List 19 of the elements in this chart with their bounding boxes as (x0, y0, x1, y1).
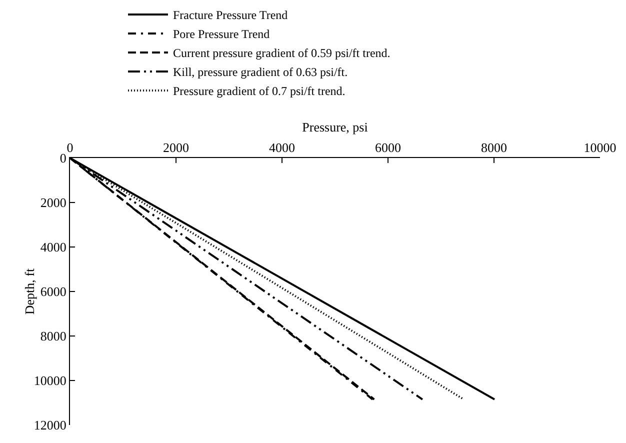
x-tick-label: 4000 (269, 140, 295, 155)
y-tick-label: 4000 (40, 240, 66, 255)
x-tick-label: 2000 (163, 140, 189, 155)
legend-label: Current pressure gradient of 0.59 psi/ft trend. (173, 46, 390, 60)
y-tick-label: 10000 (34, 373, 66, 388)
x-tick-label: 10000 (584, 140, 616, 155)
y-axis-title: Depth, ft (22, 268, 37, 315)
y-tick-label: 6000 (40, 284, 66, 300)
x-axis-title: Pressure, psi (302, 120, 368, 135)
y-tick-label: 8000 (40, 328, 66, 344)
y-tick-label: 2000 (40, 195, 66, 210)
legend-label: Kill, pressure gradient of 0.63 psi/ft. (173, 65, 348, 80)
y-tick-label: 0 (60, 150, 66, 166)
x-tick-label: 8000 (481, 140, 507, 155)
legend-label: Pore Pressure Trend (173, 27, 270, 42)
x-tick-label: 6000 (375, 140, 401, 155)
legend-label: Fracture Pressure Trend (173, 8, 288, 22)
legend-label: Pressure gradient of 0.7 psi/ft trend. (173, 84, 346, 98)
y-tick-label: 12000 (34, 418, 66, 433)
